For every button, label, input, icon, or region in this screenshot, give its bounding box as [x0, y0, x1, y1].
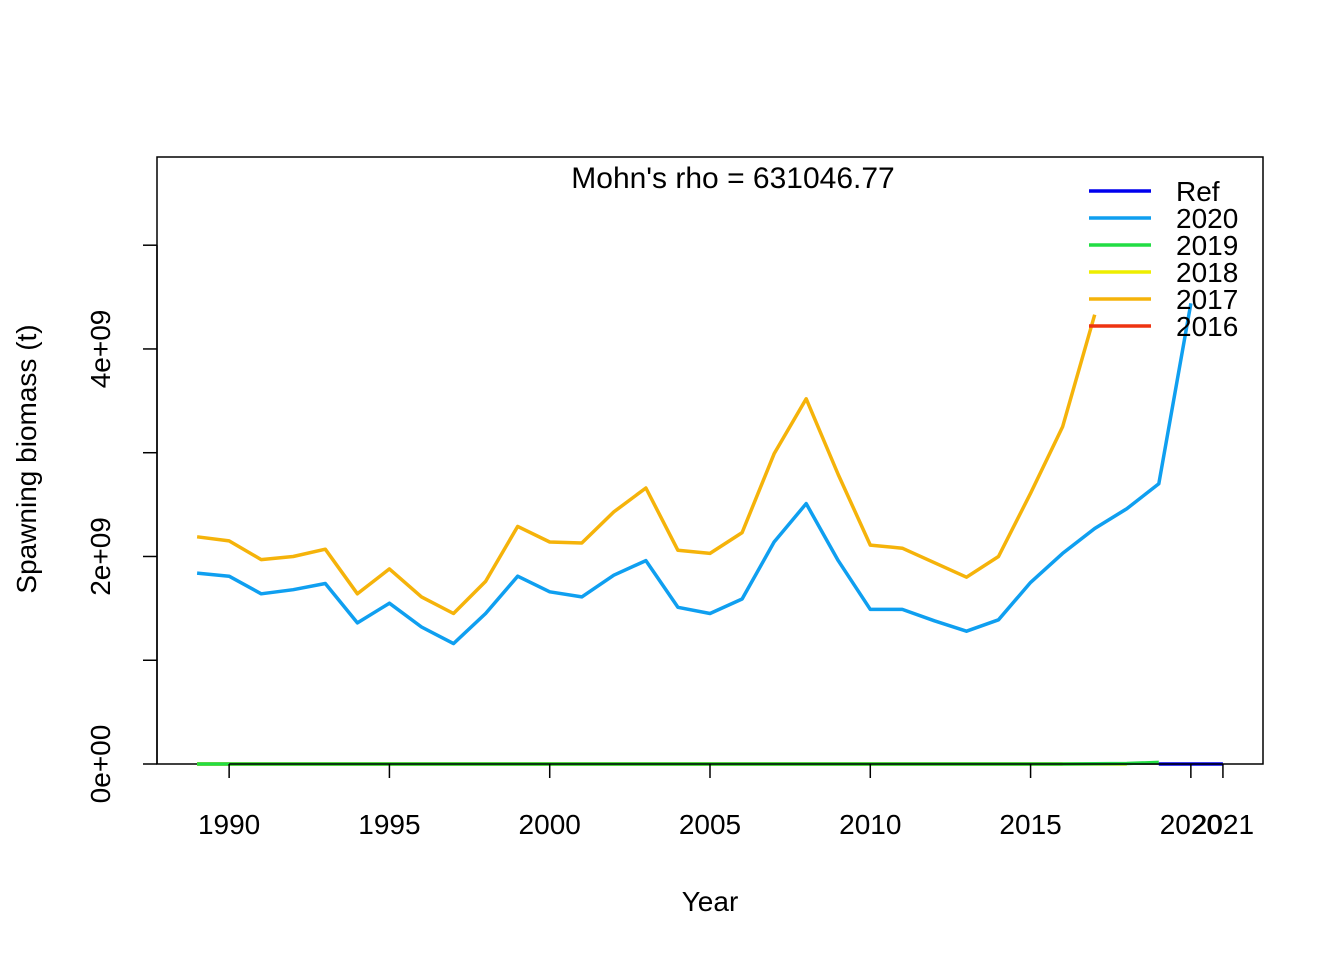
plot-frame	[156, 156, 1264, 765]
series-line-4	[196, 314, 1097, 616]
x-tick-label: 2010	[839, 809, 901, 840]
x-tick-label: 1990	[198, 809, 260, 840]
chart-title: Mohn's rho = 631046.77	[571, 162, 894, 195]
legend-label: 2017	[1176, 284, 1238, 315]
legend-label: Ref	[1176, 176, 1220, 207]
x-tick-label: 2020	[1160, 809, 1222, 840]
y-axis-label: Spawning biomass (t)	[11, 324, 42, 593]
x-axis-label: Year	[682, 886, 739, 917]
series-line-1	[196, 302, 1193, 646]
x-tick-label: 2000	[519, 809, 581, 840]
x-tick-label: 2021	[1192, 809, 1254, 840]
legend-label: 2018	[1176, 257, 1238, 288]
y-axis: 0e+00 2e+09 4e+09	[85, 244, 158, 804]
legend-label: 2020	[1176, 203, 1238, 234]
x-tick-label: 1995	[358, 809, 420, 840]
x-tick-label: 2015	[999, 809, 1061, 840]
y-tick-label: 0e+00	[85, 725, 116, 804]
y-tick-label: 4e+09	[85, 310, 116, 389]
x-tick-label: 2005	[679, 809, 741, 840]
series-layer	[196, 302, 1223, 766]
y-tick-label: 2e+09	[85, 517, 116, 596]
legend-label: 2016	[1176, 311, 1238, 342]
legend-label: 2019	[1176, 230, 1238, 261]
